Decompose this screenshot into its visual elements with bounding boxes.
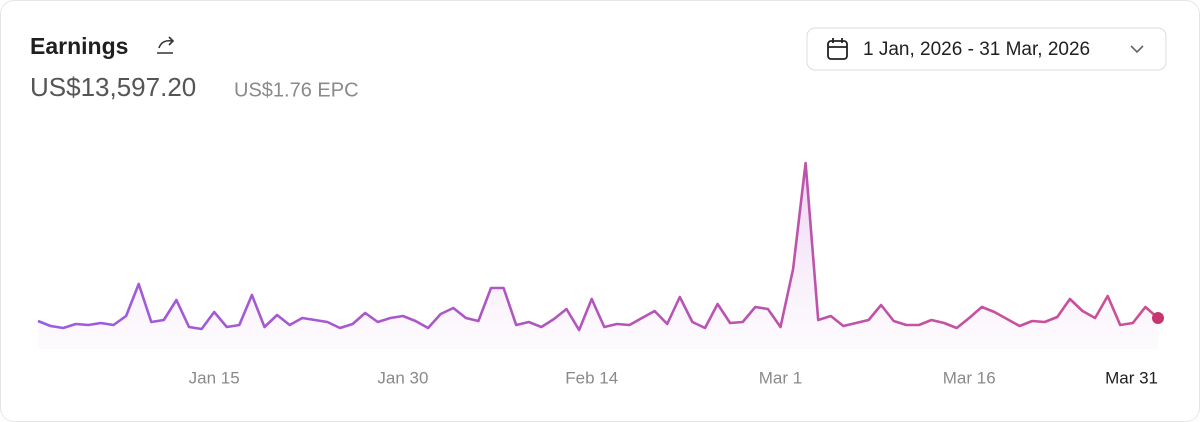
x-tick-label: Feb 14 xyxy=(565,368,618,387)
calendar-icon xyxy=(827,38,848,60)
epc: US$1.76 EPC xyxy=(234,79,359,101)
date-picker[interactable]: 1 Jan, 2026 - 31 Mar, 2026 xyxy=(806,27,1167,71)
x-tick-label: Jan 30 xyxy=(377,368,428,387)
share-icon[interactable] xyxy=(157,36,175,54)
total-earnings: US$13,597.20 xyxy=(30,72,196,102)
x-tick-label: Mar 16 xyxy=(943,368,996,387)
chevron xyxy=(1130,45,1144,54)
area xyxy=(38,163,1158,349)
x-tick-label: Mar 31 xyxy=(1105,368,1158,387)
title: Earnings xyxy=(30,33,128,59)
earnings-line xyxy=(37,161,1159,332)
x-tick-label: Mar 1 xyxy=(759,368,802,387)
date-picker-box[interactable] xyxy=(806,27,1167,71)
end-point xyxy=(1152,312,1164,324)
date-range[interactable]: 1 Jan, 2026 - 31 Mar, 2026 xyxy=(863,39,1090,60)
x-tick-label: Jan 15 xyxy=(189,368,240,387)
